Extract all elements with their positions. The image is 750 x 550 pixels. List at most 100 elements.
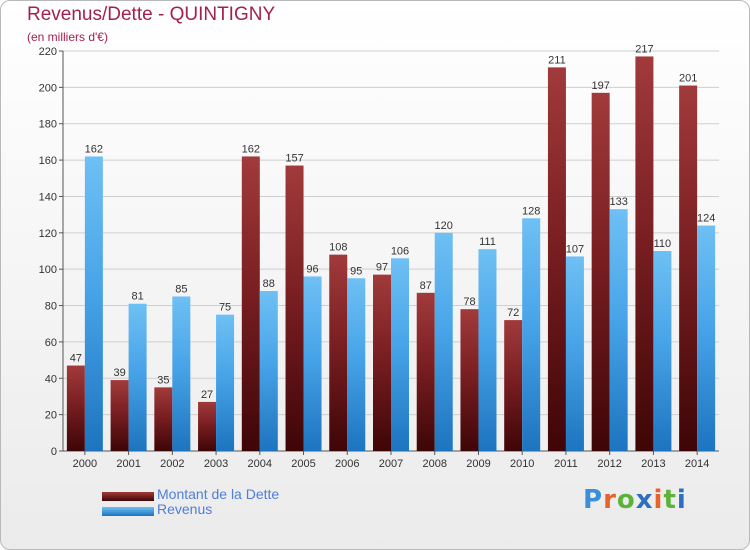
- y-tick-label-80: 80: [45, 301, 57, 313]
- chart-subtitle: (en milliers d'€): [27, 30, 108, 44]
- x-tick-label-2002: 2002: [160, 458, 184, 470]
- x-tick-label-2013: 2013: [641, 458, 665, 470]
- x-tick-label-2005: 2005: [291, 458, 315, 470]
- bar-revenus-2009: [478, 249, 497, 451]
- y-tick-label-220: 220: [39, 46, 57, 58]
- y-tick-label-160: 160: [39, 155, 57, 167]
- data-label-revenus-2003: 75: [219, 302, 231, 314]
- bar-revenus-2007: [391, 258, 409, 451]
- y-tick-label-100: 100: [39, 264, 57, 276]
- bar-revenus-2006: [347, 278, 366, 451]
- data-label-dette-2002: 35: [157, 374, 169, 386]
- x-tick-label-2004: 2004: [248, 458, 272, 470]
- data-label-dette-2014: 201: [679, 73, 697, 85]
- data-label-dette-2011: 211: [548, 54, 566, 66]
- y-tick-label-40: 40: [45, 373, 57, 385]
- bar-dette-2002: [154, 387, 173, 451]
- x-tick-label-2006: 2006: [335, 458, 359, 470]
- data-label-dette-2005: 157: [285, 153, 303, 165]
- bar-dette-2012: [591, 92, 610, 452]
- data-label-revenus-2000: 162: [85, 143, 103, 155]
- bar-revenus-2000: [84, 156, 103, 452]
- y-tick-label-120: 120: [39, 228, 57, 240]
- bar-dette-2011: [547, 67, 566, 451]
- bar-revenus-2011: [565, 256, 584, 451]
- data-label-dette-2006: 108: [329, 242, 347, 254]
- bar-revenus-2001: [128, 303, 147, 451]
- legend-label-revenus: Revenus: [157, 501, 213, 517]
- bar-revenus-2014: [697, 225, 716, 451]
- data-label-revenus-2006: 95: [350, 265, 362, 277]
- y-tick-label-200: 200: [39, 82, 57, 94]
- data-label-revenus-2005: 96: [306, 263, 318, 275]
- bar-revenus-2008: [434, 232, 453, 451]
- bar-revenus-2012: [609, 209, 628, 451]
- data-label-dette-2007: 97: [376, 262, 388, 274]
- legend-swatch-dette: [102, 492, 154, 501]
- logo-letter: r: [603, 485, 617, 515]
- bar-dette-2007: [373, 274, 391, 451]
- bar-dette-2001: [110, 380, 129, 451]
- bar-revenus-2003: [216, 314, 235, 451]
- data-label-revenus-2013: 110: [654, 238, 672, 250]
- y-tick-label-20: 20: [45, 410, 57, 422]
- bar-dette-2006: [329, 254, 348, 451]
- y-tick-label-140: 140: [39, 191, 57, 203]
- bar-revenus-2002: [172, 296, 191, 451]
- logo-letter: i: [676, 485, 687, 515]
- logo-letter: P: [583, 485, 604, 515]
- bar-dette-2005: [285, 165, 304, 451]
- y-tick-label-180: 180: [39, 119, 57, 131]
- data-label-dette-2010: 72: [507, 307, 519, 319]
- bar-dette-2010: [504, 320, 523, 451]
- data-label-dette-2001: 39: [113, 367, 125, 379]
- x-tick-label-2000: 2000: [73, 458, 97, 470]
- bar-dette-2004: [241, 156, 260, 452]
- data-label-revenus-2014: 124: [697, 213, 715, 225]
- data-label-revenus-2009: 111: [479, 236, 496, 248]
- bar-dette-2003: [198, 401, 217, 451]
- legend-label-dette: Montant de la Dette: [157, 486, 280, 502]
- data-label-dette-2012: 197: [591, 80, 609, 92]
- chart-title: Revenus/Dette - QUINTIGNY: [27, 4, 276, 25]
- proxiti-logo: Proxiti: [583, 485, 687, 515]
- y-tick-label-0: 0: [51, 446, 57, 458]
- logo-letter: i: [653, 485, 664, 515]
- data-label-revenus-2012: 133: [609, 196, 627, 208]
- x-tick-label-2011: 2011: [554, 458, 578, 470]
- bar-revenus-2013: [653, 251, 672, 451]
- x-tick-label-2009: 2009: [466, 458, 490, 470]
- data-label-dette-2000: 47: [70, 353, 82, 365]
- data-label-revenus-2001: 81: [131, 291, 143, 303]
- x-tick-label-2007: 2007: [379, 458, 403, 470]
- x-tick-label-2001: 2001: [116, 458, 140, 470]
- bar-dette-2000: [66, 365, 85, 451]
- data-label-revenus-2008: 120: [435, 220, 453, 232]
- bar-dette-2008: [416, 292, 435, 451]
- legend-swatch-revenus: [102, 507, 154, 516]
- logo-letter: x: [635, 485, 654, 515]
- bar-revenus-2004: [259, 291, 278, 451]
- x-tick-label-2003: 2003: [204, 458, 228, 470]
- logo-letter: o: [616, 485, 636, 515]
- data-label-revenus-2002: 85: [175, 283, 187, 295]
- data-label-dette-2004: 162: [242, 143, 260, 155]
- bar-revenus-2010: [522, 218, 541, 451]
- x-tick-label-2010: 2010: [510, 458, 534, 470]
- logo-letter: t: [663, 485, 677, 515]
- data-label-dette-2009: 78: [463, 296, 475, 308]
- data-label-dette-2003: 27: [201, 389, 213, 401]
- data-label-revenus-2011: 107: [566, 243, 584, 255]
- data-label-revenus-2004: 88: [263, 278, 275, 290]
- x-tick-label-2014: 2014: [685, 458, 709, 470]
- bar-dette-2014: [679, 85, 698, 451]
- data-label-dette-2013: 217: [635, 43, 653, 55]
- data-label-revenus-2010: 128: [522, 205, 540, 217]
- bar-dette-2013: [635, 56, 654, 452]
- y-tick-label-60: 60: [45, 337, 57, 349]
- x-tick-label-2012: 2012: [597, 458, 621, 470]
- bar-revenus-2005: [303, 276, 322, 451]
- x-tick-label-2008: 2008: [422, 458, 446, 470]
